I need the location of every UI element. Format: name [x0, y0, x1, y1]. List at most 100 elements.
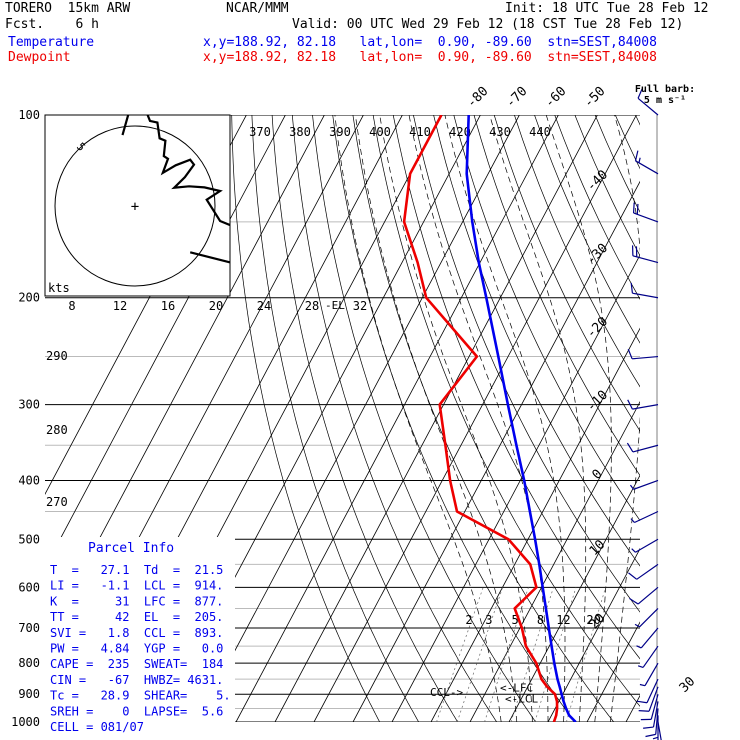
profile-point [468, 115, 470, 116]
init-time: Init: 18 UTC Tue 28 Feb 12 [505, 1, 709, 16]
speed-tick-label: 20 [209, 299, 223, 313]
pressure-tick-label: 800 [18, 656, 40, 670]
wind-barb [637, 88, 659, 116]
profiles [402, 115, 577, 722]
theta-label: 370 [249, 125, 271, 139]
profile-point [444, 444, 446, 446]
isotherm-label: -70 [503, 84, 530, 111]
wind-barb [634, 608, 659, 628]
parcel-info-row: PW = 4.84 YGP = 0.0 [50, 642, 223, 656]
valid-time: Valid: 00 UTC Wed 29 Feb 12 (18 CST Tue … [292, 17, 684, 32]
lcl-marker: <-LCL [505, 692, 538, 705]
dry-adiabat [291, 115, 497, 722]
hodograph-panel [44, 114, 231, 297]
mixing-ratio-line [566, 587, 606, 722]
parcel-info-panel: Parcel Info T = 27.1 Td = 21.5 LI = -1.1 L… [45, 537, 235, 734]
hodograph-ring [54, 125, 216, 287]
forecast-hour: Fcst. 6 h [5, 17, 99, 32]
pressure-tick-label: 1000 [11, 715, 40, 729]
profile-point [551, 645, 553, 647]
wind-barb [636, 678, 659, 704]
dry-adiabat [231, 115, 381, 722]
parcel-info-row: LI = -1.1 LCL = 914. [50, 579, 223, 593]
profile-point [525, 645, 527, 647]
profile-point [515, 444, 517, 446]
profile-point [497, 355, 499, 358]
theta-label: 400 [369, 125, 391, 139]
profile-point [514, 607, 516, 610]
profile-point [476, 355, 478, 358]
isotherm [586, 621, 640, 722]
dry-adiabat-label: 280 [46, 423, 68, 437]
pressure-tick-label: 600 [18, 580, 40, 594]
dry-adiabat [413, 115, 640, 613]
profile-point [556, 707, 558, 710]
temperature-location: x,y=188.92, 82.18 lat,lon= 0.90, -89.60 … [203, 35, 657, 50]
theta-label: 430 [489, 125, 511, 139]
wind-barb [628, 563, 659, 580]
profile-point [562, 700, 565, 703]
mixing-ratio-line [510, 587, 554, 722]
theta-label: 380 [289, 125, 311, 139]
profile-point [545, 607, 547, 610]
dry-adiabat [473, 115, 640, 477]
wind-barb [629, 479, 659, 490]
speed-tick-label: 24 [257, 299, 271, 313]
dry-adiabat-label: 270 [46, 495, 68, 509]
dry-adiabat [392, 115, 640, 660]
isotherm-label: 30 [677, 674, 699, 696]
profile-point [555, 714, 557, 716]
isotherm [45, 115, 286, 569]
isotherm [352, 180, 640, 722]
profile-point [535, 662, 537, 664]
parcel-info-row: CIN = -67 HWBZ= 4631. [50, 673, 223, 687]
profile-point [425, 297, 427, 299]
isotherm [391, 254, 640, 722]
dry-adiabat [656, 115, 740, 722]
profile-dewpoint [402, 115, 559, 722]
profile-point [553, 662, 555, 664]
mixing-ratio-label: 20 [586, 613, 600, 627]
model-title: TORERO 15km ARW [5, 1, 131, 16]
dry-adiabat [594, 115, 640, 213]
profile-point [466, 173, 468, 175]
dewpoint-location: x,y=188.92, 82.18 lat,lon= 0.90, -89.60 … [203, 50, 657, 65]
lfc-marker: <-LFC [500, 681, 533, 694]
profile-point [409, 173, 411, 175]
wind-barb [640, 694, 659, 721]
wind-barb [626, 442, 659, 453]
profile-point [439, 404, 441, 406]
isotherm [547, 547, 640, 722]
moist-adiabat [408, 115, 549, 722]
isotherm [313, 115, 637, 722]
legend-dewpoint: Dewpoint [8, 50, 71, 65]
profile-point [559, 686, 561, 688]
pressure-labels: 100 200 300 400 500 600 700 800 900 1000 [11, 108, 40, 729]
barb-legend-units: 5 m s⁻¹ [644, 95, 686, 106]
profile-point [403, 221, 405, 223]
moist-adiabat [489, 115, 587, 722]
profile-point [456, 510, 458, 513]
profile-point [485, 297, 487, 299]
hodograph-units: kts [48, 281, 70, 295]
dry-adiabat [332, 115, 575, 722]
profile-point [449, 479, 451, 482]
theta-label: 390 [329, 125, 351, 139]
mixing-ratio-label: 8 [537, 613, 544, 627]
theta-label: 420 [449, 125, 471, 139]
parcel-info-row: CELL = 081/07 [50, 720, 144, 734]
dry-adiabat [574, 115, 640, 257]
isotherm-label: -60 [542, 84, 569, 111]
parcel-info-row: T = 27.1 Td = 21.5 [50, 563, 223, 577]
hodograph-trace [121, 115, 230, 264]
profile-temperature [465, 115, 577, 722]
profile-point [417, 261, 419, 264]
isotherm [235, 115, 559, 722]
mixing-ratio-line [484, 587, 529, 722]
dry-adiabat [514, 115, 640, 388]
profile-point [471, 221, 473, 223]
profile-point [478, 261, 480, 264]
isotherm [665, 115, 740, 722]
parcel-info-background [45, 537, 235, 722]
profile-point [535, 586, 538, 588]
